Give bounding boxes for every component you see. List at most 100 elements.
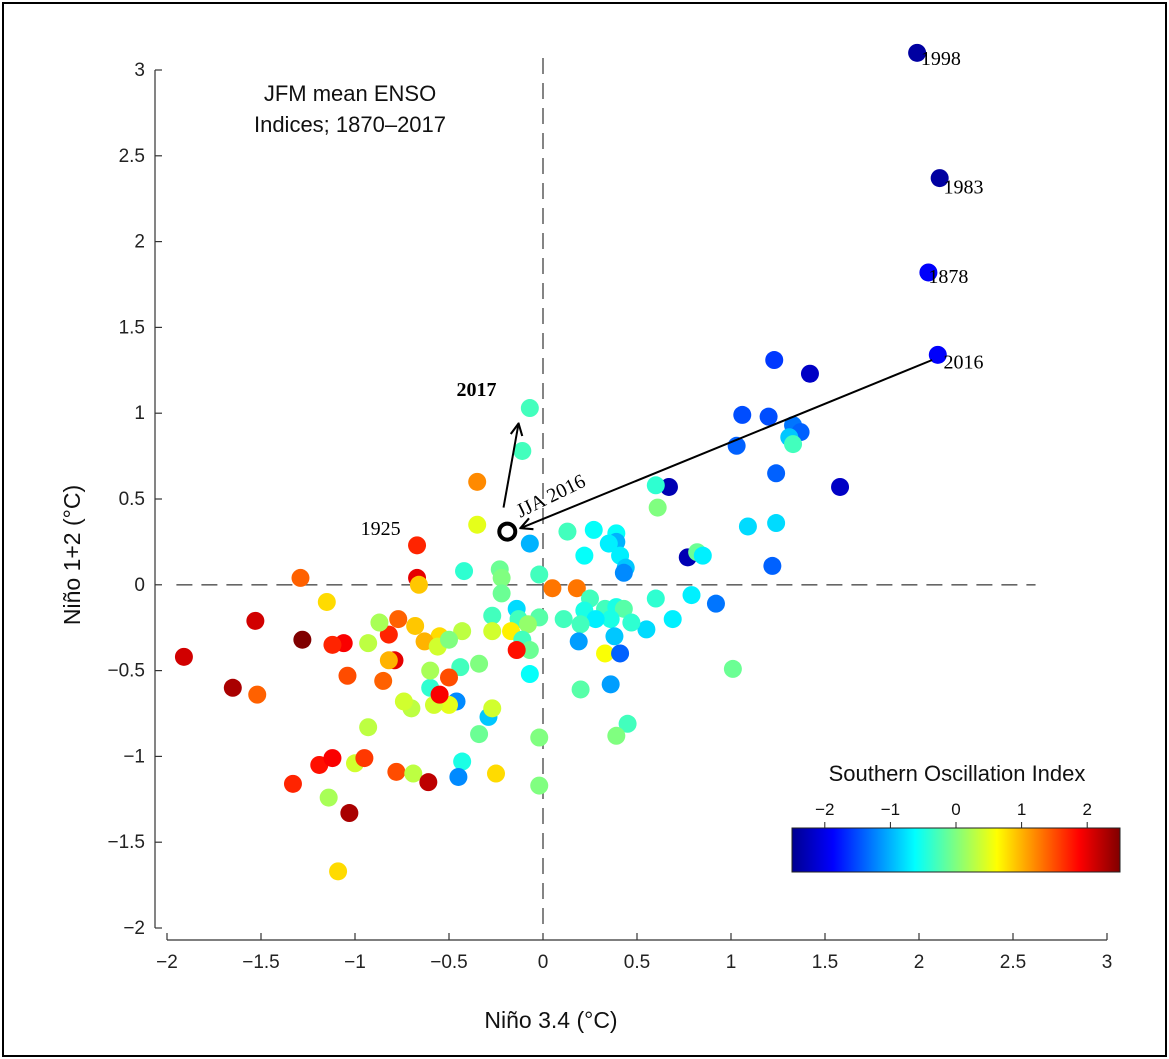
data-point bbox=[605, 627, 624, 646]
data-point bbox=[586, 610, 605, 629]
data-point bbox=[567, 579, 586, 598]
data-point bbox=[800, 364, 819, 383]
data-point bbox=[470, 654, 489, 673]
data-point bbox=[601, 610, 620, 629]
data-point bbox=[359, 634, 378, 653]
data-point bbox=[554, 610, 573, 629]
y-tick-label: 0 bbox=[134, 575, 145, 596]
y-tick-label: −1.5 bbox=[107, 832, 145, 853]
data-point bbox=[601, 675, 620, 694]
data-point bbox=[223, 678, 242, 697]
data-point bbox=[784, 435, 803, 454]
data-point bbox=[323, 635, 342, 654]
zero-lines bbox=[176, 57, 1036, 925]
data-point bbox=[530, 565, 549, 584]
data-point bbox=[831, 477, 850, 496]
data-point bbox=[408, 536, 427, 555]
data-point bbox=[571, 680, 590, 699]
x-tick-label: −1 bbox=[344, 952, 366, 973]
data-point bbox=[317, 592, 336, 611]
data-point bbox=[487, 764, 505, 783]
data-point bbox=[483, 606, 502, 625]
data-point bbox=[440, 668, 458, 687]
y-tick-label: 2.5 bbox=[119, 146, 145, 167]
data-point bbox=[530, 728, 549, 747]
data-point bbox=[421, 661, 440, 680]
annotation-label: JJA 2016 bbox=[513, 470, 589, 522]
data-point bbox=[733, 405, 752, 424]
data-point bbox=[419, 773, 438, 792]
data-point bbox=[291, 568, 310, 587]
open-marker-jja-2016 bbox=[497, 521, 518, 542]
chart-title: JFM mean ENSO Indices; 1870–2017 bbox=[254, 81, 446, 137]
data-point bbox=[928, 345, 947, 364]
colorbar-tick-label: −2 bbox=[815, 800, 834, 819]
data-point bbox=[723, 659, 742, 678]
data-point bbox=[908, 43, 927, 62]
data-point bbox=[293, 630, 312, 649]
y-tick-label: −1 bbox=[123, 746, 145, 767]
data-point bbox=[329, 862, 348, 881]
data-point bbox=[507, 641, 526, 660]
title-line-2: Indices; 1870–2017 bbox=[254, 112, 446, 137]
data-point bbox=[596, 644, 615, 663]
y-tick-label: −2 bbox=[123, 918, 145, 939]
data-point bbox=[394, 692, 413, 711]
data-point bbox=[453, 752, 472, 771]
data-point bbox=[374, 671, 393, 690]
x-tick-label: −2 bbox=[156, 952, 178, 973]
data-point bbox=[575, 546, 594, 565]
colorbar-tick-label: 1 bbox=[1017, 800, 1026, 819]
y-axis-label: Niño 1+2 (°C) bbox=[59, 485, 85, 625]
data-point bbox=[359, 718, 378, 737]
x-tick-label: 2 bbox=[914, 952, 925, 973]
data-point bbox=[470, 725, 489, 744]
data-point bbox=[759, 407, 778, 426]
data-point bbox=[492, 584, 511, 603]
x-tick-label: 1 bbox=[726, 952, 737, 973]
data-point bbox=[543, 579, 562, 598]
data-point bbox=[646, 589, 665, 608]
data-point bbox=[453, 622, 472, 641]
data-point bbox=[569, 632, 588, 651]
data-point bbox=[558, 522, 577, 541]
data-point bbox=[468, 472, 487, 491]
x-tick-label: 0 bbox=[538, 952, 549, 973]
data-point bbox=[379, 651, 398, 670]
annotation-label: 2016 bbox=[943, 352, 983, 374]
annotation-label: 1983 bbox=[943, 177, 983, 199]
y-tick-label: 0.5 bbox=[119, 489, 145, 510]
data-point bbox=[607, 726, 626, 745]
colorbar-title: Southern Oscillation Index bbox=[829, 761, 1086, 786]
colorbar-gradient bbox=[791, 827, 1121, 873]
x-tick-label: 1.5 bbox=[812, 952, 838, 973]
data-point bbox=[706, 594, 725, 613]
y-tick-label: −0.5 bbox=[107, 661, 145, 682]
y-tick-label: 3 bbox=[134, 60, 145, 81]
data-point bbox=[767, 514, 786, 533]
data-point bbox=[483, 699, 502, 718]
data-point bbox=[323, 749, 342, 768]
data-point bbox=[319, 788, 338, 807]
data-point bbox=[599, 534, 618, 553]
data-point bbox=[449, 767, 468, 786]
data-point bbox=[440, 630, 458, 649]
data-point bbox=[618, 714, 637, 733]
annotation-label: 1998 bbox=[921, 48, 961, 70]
data-point bbox=[682, 586, 701, 605]
colorbar-tick-label: −1 bbox=[881, 800, 900, 819]
data-point bbox=[765, 351, 784, 370]
colorbar-tick-label: 2 bbox=[1082, 800, 1091, 819]
arrows bbox=[497, 359, 933, 542]
data-point bbox=[530, 776, 549, 795]
data-point bbox=[370, 613, 389, 632]
x-tick-label: 3 bbox=[1102, 952, 1113, 973]
data-point bbox=[430, 685, 449, 704]
data-point bbox=[387, 762, 406, 781]
data-point bbox=[738, 517, 757, 536]
data-point bbox=[648, 498, 667, 517]
annotation-label: 1925 bbox=[361, 518, 401, 540]
data-point bbox=[406, 616, 425, 635]
data-point bbox=[571, 615, 590, 634]
